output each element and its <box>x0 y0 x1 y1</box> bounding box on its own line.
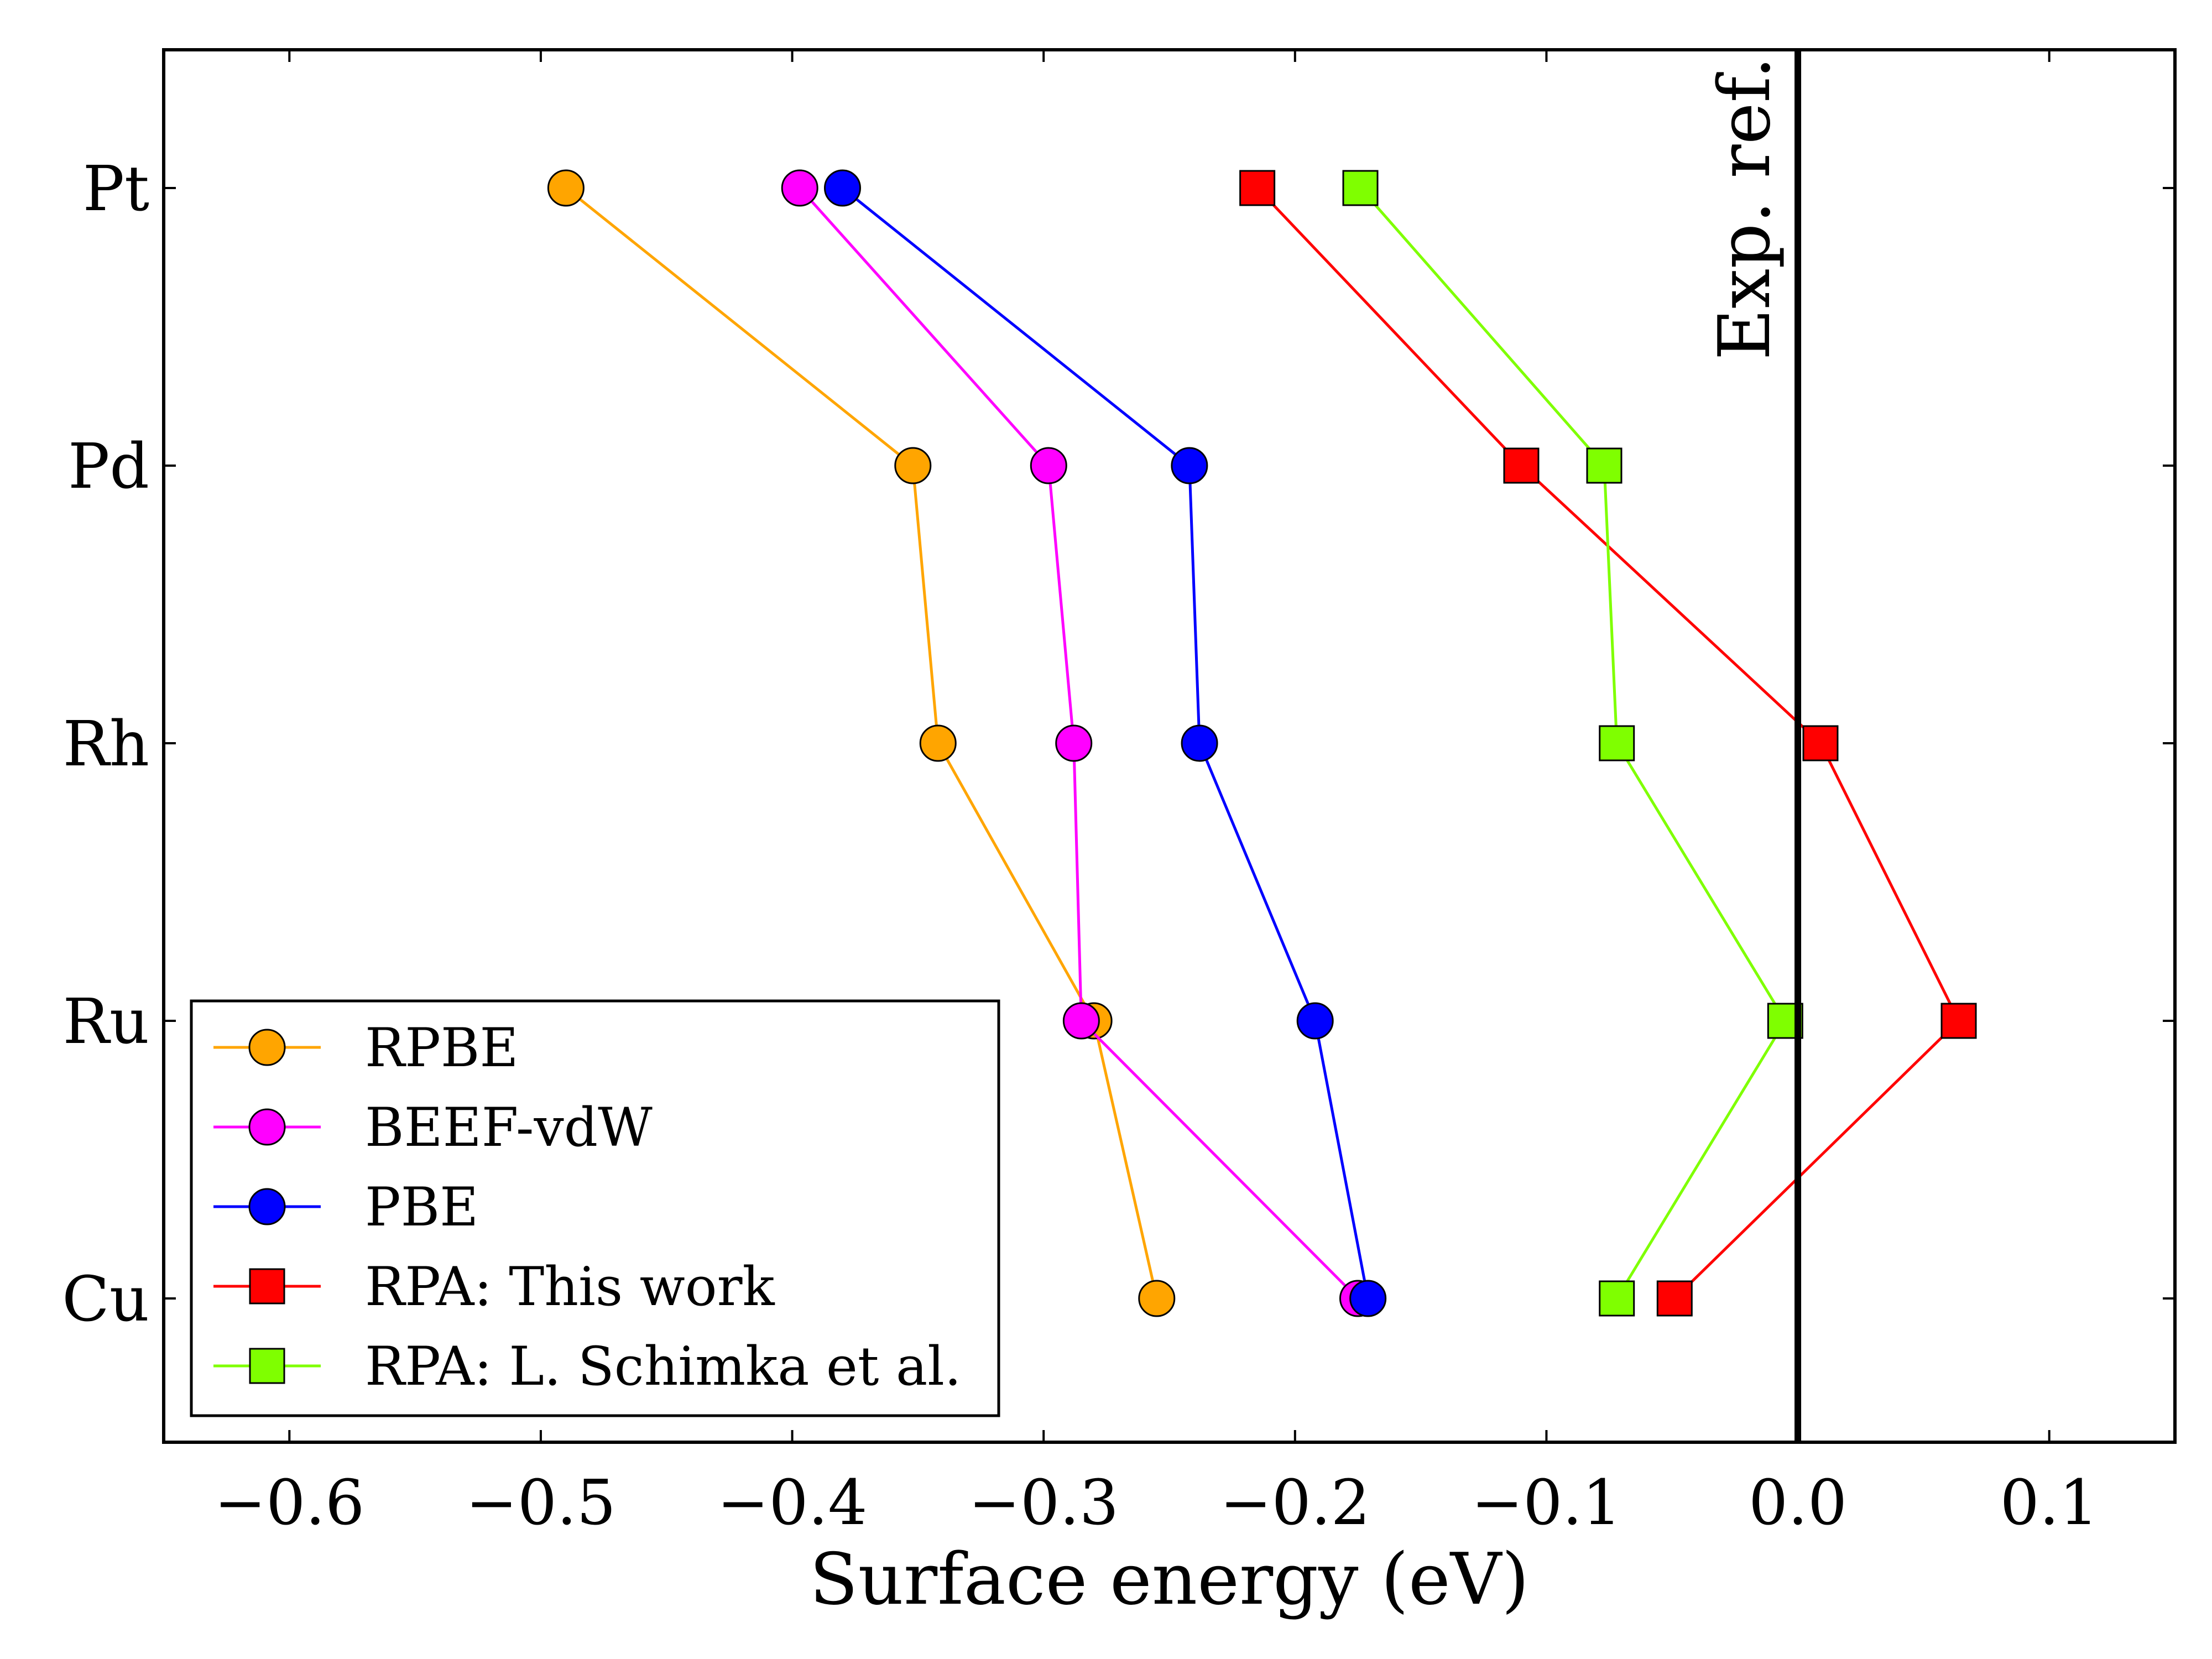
legend-item-beef-vdw: BEEF-vdW <box>213 1097 653 1159</box>
point-rpa-this-work-cu <box>1656 1280 1693 1317</box>
point-pbe-pd <box>1171 447 1208 484</box>
legend-item-rpbe: RPBE <box>213 1017 519 1079</box>
point-pbe-cu <box>1349 1280 1387 1317</box>
point-rpbe-rh <box>919 724 957 762</box>
legend-item-rpa-this-work: RPA: This work <box>213 1256 775 1318</box>
legend-marker-rpbe <box>248 1029 286 1066</box>
axis-labels: −0.6 −0.5 −0.4 −0.3 −0.2 −0.1 0.0 0.1 Pt Pd Rh Ru Cu… <box>62 153 2099 1621</box>
series-rpa-this-work <box>1239 170 1977 1317</box>
point-rpbe-cu <box>1138 1280 1176 1317</box>
point-rpa-this-work-ru <box>1940 1003 1977 1039</box>
y-tick-label-pt: Pt <box>83 153 149 225</box>
x-tick-label: 0.0 <box>1749 1467 1847 1539</box>
x-tick-label: −0.2 <box>1220 1467 1370 1539</box>
y-tick-label-cu: Cu <box>62 1264 149 1335</box>
point-rpa-l-schimka-et-al-cu <box>1599 1280 1635 1317</box>
legend-marker-rpa-this-work <box>249 1268 285 1305</box>
legend-item-pbe: PBE <box>213 1176 478 1238</box>
exp-ref-label: Exp. ref. <box>1704 56 1786 360</box>
point-beef-vdw-pd <box>1030 447 1067 484</box>
point-beef-vdw-rh <box>1055 724 1093 762</box>
point-rpa-l-schimka-et-al-pd <box>1586 447 1623 484</box>
legend-marker-pbe <box>248 1188 286 1225</box>
point-beef-vdw-ru <box>1062 1002 1100 1040</box>
y-tick-label-ru: Ru <box>63 986 149 1058</box>
legend-marker-beef-vdw <box>248 1108 286 1146</box>
legend-label-beef-vdw: BEEF-vdW <box>365 1097 653 1159</box>
point-rpbe-pd <box>894 447 932 484</box>
point-rpa-this-work-pt <box>1239 170 1276 206</box>
x-tick-label: −0.6 <box>214 1467 364 1539</box>
point-rpa-this-work-pd <box>1503 447 1540 484</box>
legend-label-rpbe: RPBE <box>365 1017 519 1079</box>
series-beef-vdw <box>781 169 1376 1317</box>
x-tick-label: −0.1 <box>1471 1467 1621 1539</box>
x-tick-label: −0.4 <box>717 1467 868 1539</box>
point-pbe-rh <box>1181 724 1218 762</box>
legend-item-rpa-l-schimka-et-al: RPA: L. Schimka et al. <box>213 1335 961 1397</box>
y-tick-label-pd: Pd <box>68 431 149 503</box>
point-rpa-l-schimka-et-al-pt <box>1342 170 1379 206</box>
reference-line-group: Exp. ref. <box>1704 50 1802 1442</box>
x-tick-label: −0.5 <box>466 1467 616 1539</box>
point-beef-vdw-pt <box>781 169 818 207</box>
legend-label-pbe: PBE <box>365 1176 478 1238</box>
legend-label-rpa-l-schimka-et-al: RPA: L. Schimka et al. <box>365 1335 961 1397</box>
x-axis-title: Surface energy (eV) <box>810 1538 1529 1621</box>
point-pbe-ru <box>1296 1002 1334 1040</box>
point-rpbe-pt <box>547 169 585 207</box>
y-tick-label-rh: Rh <box>63 708 149 780</box>
series-rpa-l-schimka-et-al <box>1342 170 1803 1317</box>
series-pbe <box>823 169 1387 1317</box>
legend-box <box>190 999 1000 1417</box>
point-rpa-this-work-rh <box>1802 725 1839 761</box>
legend-label-rpa-this-work: RPA: This work <box>365 1256 775 1318</box>
data-series <box>547 169 1977 1317</box>
legend: RPBE BEEF-vdW PBE RPA: This work RPA: L. Sch… <box>190 999 1000 1417</box>
legend-marker-rpa-l-schimka-et-al <box>249 1348 285 1384</box>
x-tick-label: 0.1 <box>2000 1467 2099 1539</box>
point-rpa-l-schimka-et-al-rh <box>1599 725 1635 761</box>
point-pbe-pt <box>823 169 861 207</box>
x-tick-label: −0.3 <box>968 1467 1119 1539</box>
plot-frame <box>162 48 2177 1444</box>
